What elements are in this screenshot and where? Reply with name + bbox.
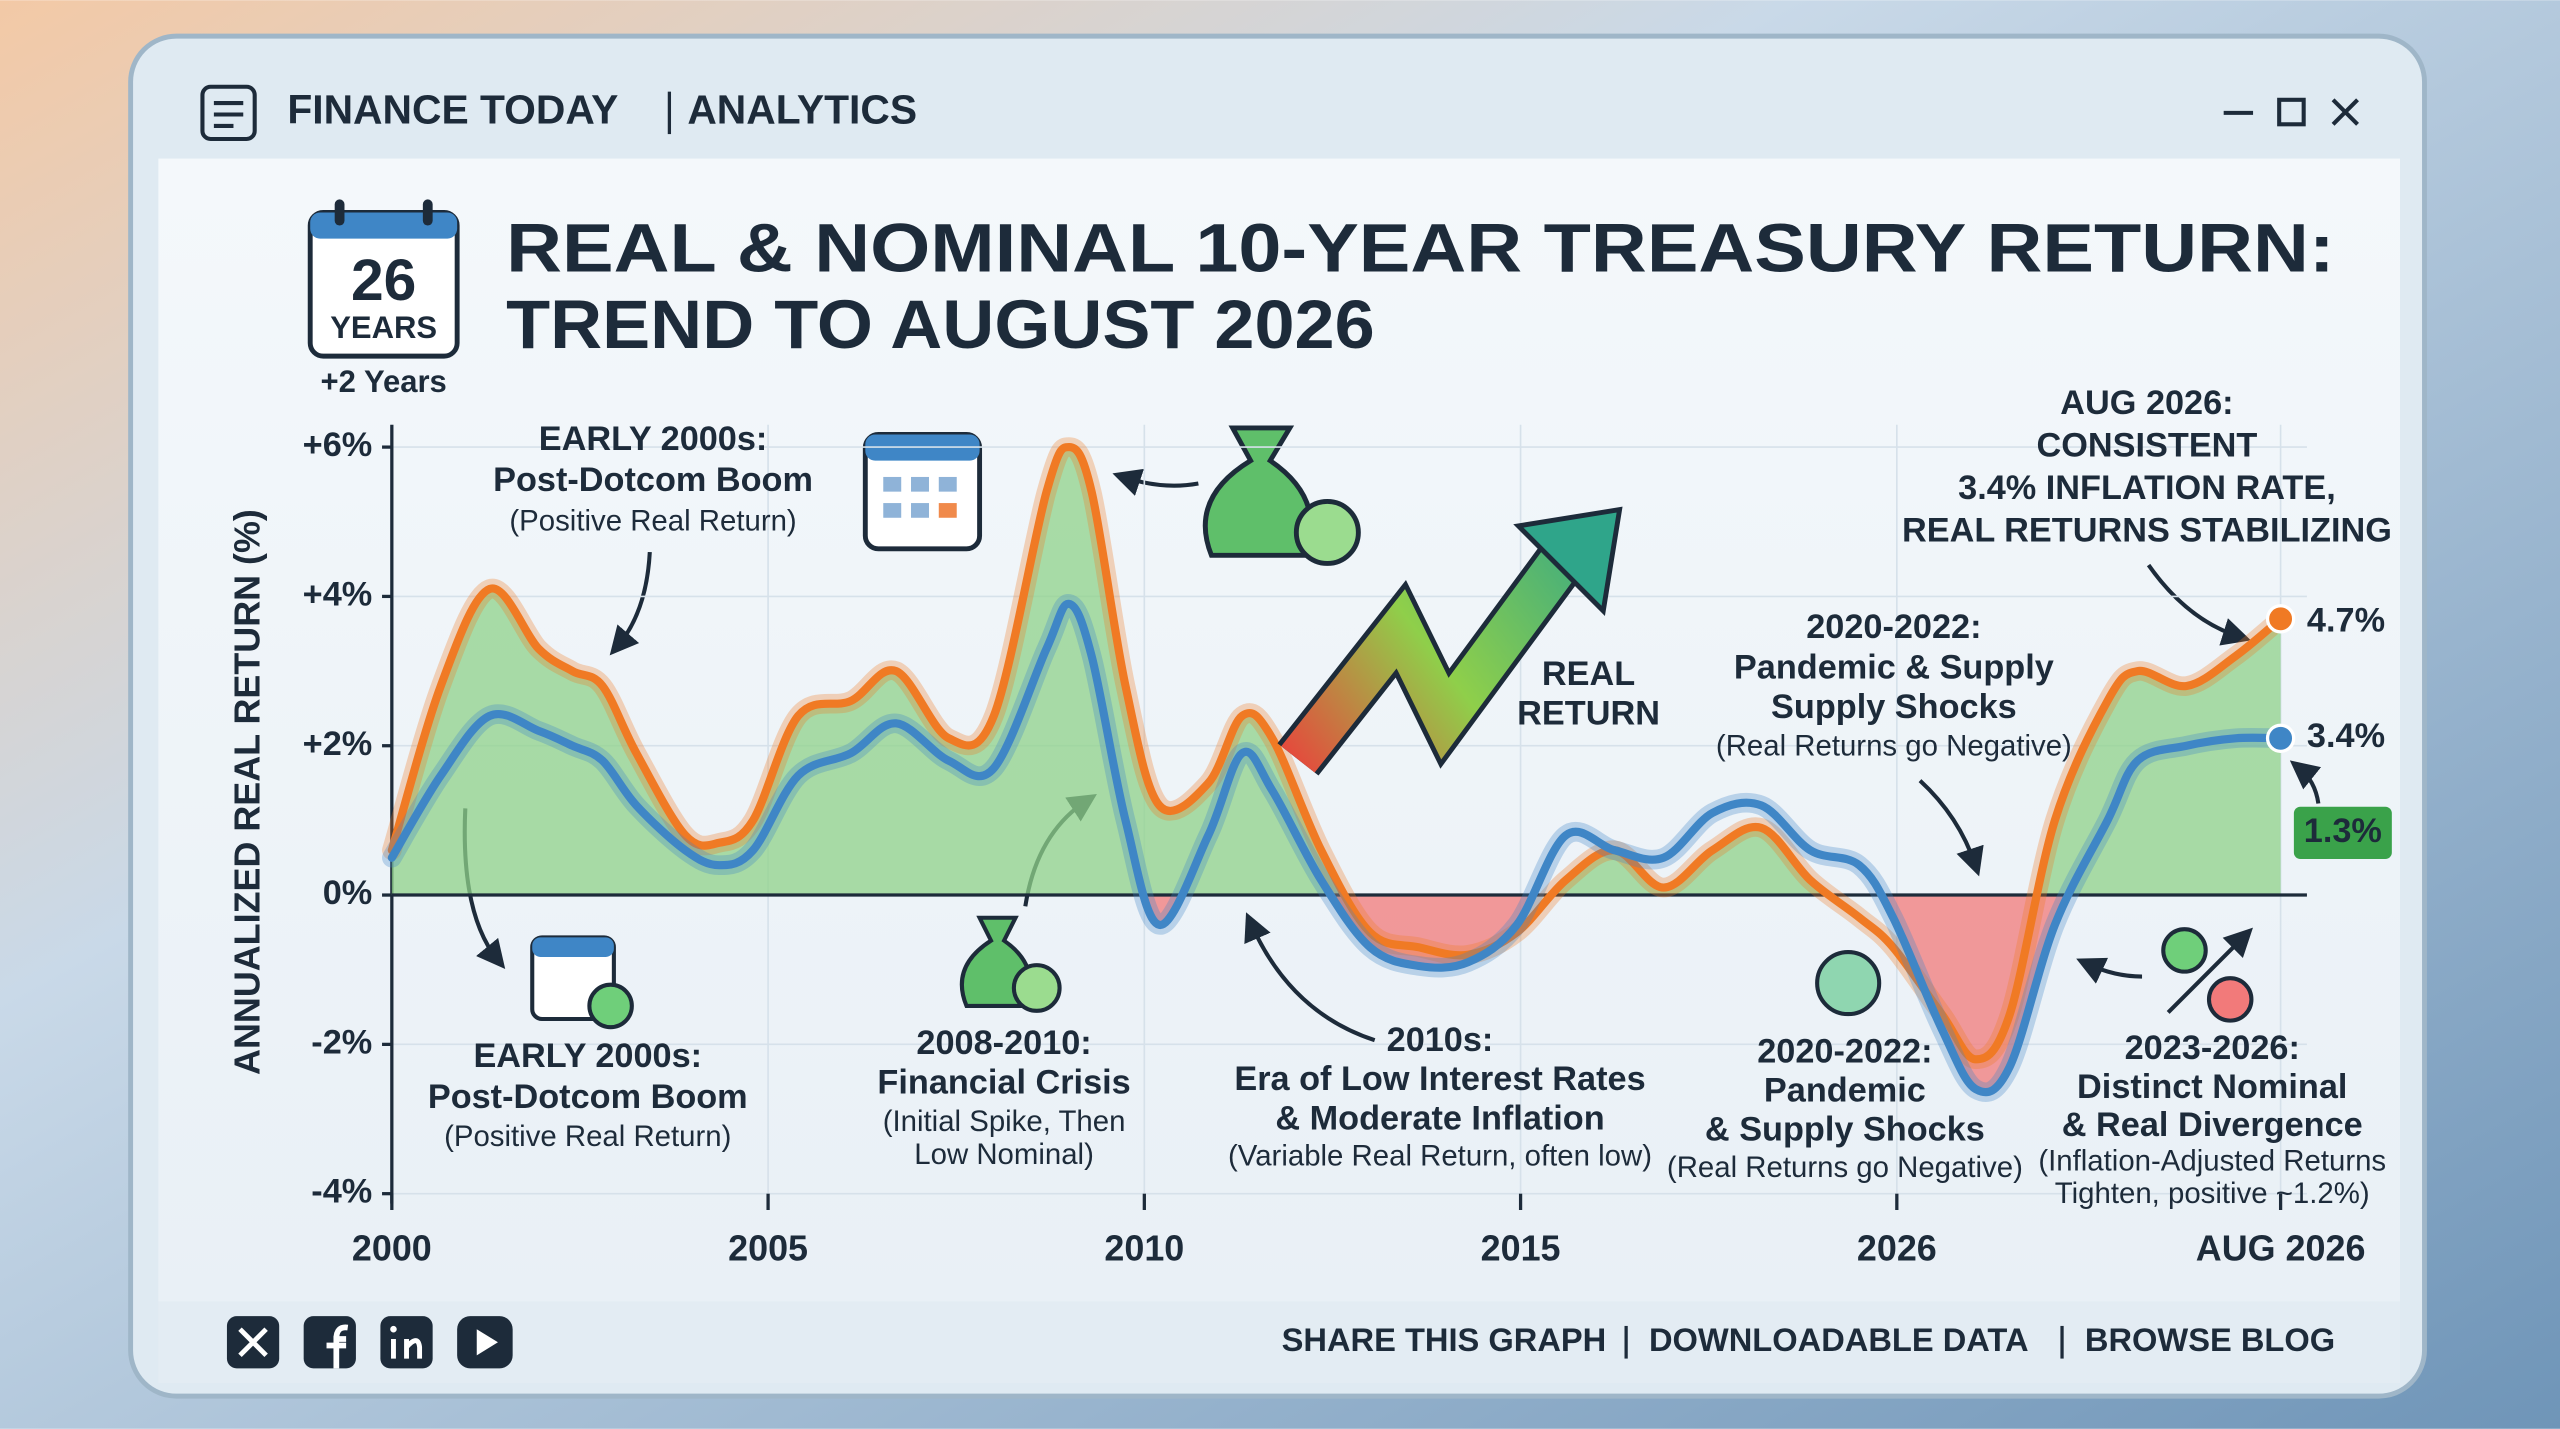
annotation: 2010s: bbox=[1387, 1021, 1494, 1059]
annotation: REAL bbox=[1542, 655, 1635, 693]
facebook-icon[interactable] bbox=[303, 1316, 356, 1369]
badge-number: 26 bbox=[351, 248, 416, 313]
y-tick-label: +6% bbox=[303, 426, 373, 464]
annotation: (Positive Real Return) bbox=[444, 1120, 731, 1153]
annotation: RETURN bbox=[1517, 694, 1660, 732]
line bbox=[387, 599, 2285, 1097]
social-icons[interactable] bbox=[226, 1316, 513, 1369]
doc-icon bbox=[200, 84, 257, 142]
app-section: ANALYTICS bbox=[687, 87, 917, 133]
y-tick-label: +4% bbox=[303, 575, 373, 613]
y-tick-label: 0% bbox=[323, 874, 373, 912]
annotation: Pandemic bbox=[1764, 1072, 1926, 1110]
annotation: (Variable Real Return, often low) bbox=[1228, 1140, 1652, 1173]
annotation: CONSISTENT bbox=[2037, 427, 2258, 465]
footer-link[interactable]: DOWNLOADABLE DATA bbox=[1649, 1321, 2029, 1358]
y-tick-label: -4% bbox=[311, 1173, 372, 1211]
chart-subtitle: TREND TO AUGUST 2026 bbox=[506, 286, 1375, 363]
annotation: & Moderate Inflation bbox=[1275, 1099, 1604, 1137]
end-label-box bbox=[2293, 806, 2392, 859]
window-controls[interactable] bbox=[2223, 97, 2359, 127]
annotation: 2020-2022: bbox=[1806, 608, 1981, 646]
x-tick-label: 2015 bbox=[1481, 1227, 1561, 1268]
end-point bbox=[2265, 723, 2296, 753]
area bbox=[391, 447, 2281, 895]
footer-link[interactable]: SHARE THIS GRAPH bbox=[1282, 1321, 1607, 1358]
plot: -4% -2% 0% +2% +4% +6% 2000 2005 2010 2015 2026 AUG… bbox=[303, 424, 2366, 1268]
chart-title: REAL & NOMINAL 10-YEAR TREASURY RETURN: bbox=[506, 209, 2335, 286]
y-tick-label: -2% bbox=[311, 1023, 372, 1061]
app-brand: FINANCE TODAY bbox=[287, 87, 618, 133]
annotation: (Positive Real Return) bbox=[509, 504, 796, 537]
end-label: 1.3% bbox=[2304, 812, 2382, 850]
x-tick-label: 2005 bbox=[728, 1227, 808, 1268]
decor-icons bbox=[530, 425, 2254, 1030]
annotation: & Real Divergence bbox=[2062, 1106, 2363, 1144]
x-glyph bbox=[238, 1327, 268, 1358]
footer-bar bbox=[158, 1301, 2400, 1384]
annotation: (Real Returns go Negative) bbox=[1716, 730, 2072, 763]
annotation: Post-Dotcom Boom bbox=[493, 461, 813, 499]
annotation: EARLY 2000s: bbox=[473, 1037, 702, 1075]
close[interactable] bbox=[2331, 98, 2359, 126]
annotation: (Initial Spike, Then bbox=[883, 1105, 1126, 1138]
end-point bbox=[2265, 604, 2296, 634]
annotation: Financial Crisis bbox=[877, 1063, 1130, 1101]
annotation: EARLY 2000s: bbox=[539, 420, 768, 458]
annotation: AUG 2026: bbox=[2060, 384, 2233, 422]
annotation: Post-Dotcom Boom bbox=[428, 1078, 748, 1116]
annotation: & Supply Shocks bbox=[1705, 1111, 1985, 1149]
line bbox=[387, 443, 2285, 1064]
x-tick-label: AUG 2026 bbox=[2196, 1227, 2366, 1268]
annotation: 2008-2010: bbox=[916, 1024, 1091, 1062]
annotation: Distinct Nominal bbox=[2077, 1068, 2347, 1106]
y-axis-label: ANNUALIZED REAL RETURN (%) bbox=[226, 509, 267, 1075]
annotation: Pandemic & Supply bbox=[1734, 649, 2054, 687]
annotation: Tighten, positive ~1.2%) bbox=[2055, 1177, 2370, 1210]
linkedin-glyph bbox=[391, 1338, 423, 1359]
x-tick-label: 2026 bbox=[1857, 1227, 1937, 1268]
x-tick-label: 2000 bbox=[352, 1227, 432, 1268]
youtube-glyph bbox=[476, 1329, 498, 1356]
end-label: 4.7% bbox=[2307, 601, 2385, 639]
annotation: 3.4% INFLATION RATE, bbox=[1958, 469, 2336, 507]
badge-note: +2 Years bbox=[321, 364, 447, 399]
badge-unit: YEARS bbox=[330, 310, 437, 345]
maximize[interactable] bbox=[2277, 97, 2306, 127]
annotation: (Inflation-Adjusted Returns bbox=[2038, 1144, 2386, 1177]
annotation: (Real Returns go Negative) bbox=[1667, 1151, 2023, 1184]
x-tick-label: 2010 bbox=[1104, 1227, 1184, 1268]
footer-link[interactable]: BROWSE BLOG bbox=[2085, 1321, 2335, 1358]
end-label: 3.4% bbox=[2307, 717, 2385, 755]
big-arrow bbox=[1277, 506, 1623, 776]
annotation: Era of Low Interest Rates bbox=[1234, 1060, 1645, 1098]
annotations: EARLY 2000s:Post-Dotcom Boom(Positive Re… bbox=[428, 384, 2392, 1210]
annotation: Low Nominal) bbox=[914, 1138, 1094, 1171]
annotation: Supply Shocks bbox=[1771, 688, 2017, 726]
facebook-glyph bbox=[326, 1324, 349, 1369]
linkedin-dot bbox=[390, 1325, 397, 1333]
calendar-badge bbox=[307, 199, 460, 359]
y-tick-label: +2% bbox=[303, 725, 373, 763]
annotation: REAL RETURNS STABILIZING bbox=[1902, 512, 2392, 550]
annotation: 2020-2022: bbox=[1757, 1032, 1932, 1070]
annotation: 2023-2026: bbox=[2125, 1029, 2300, 1067]
